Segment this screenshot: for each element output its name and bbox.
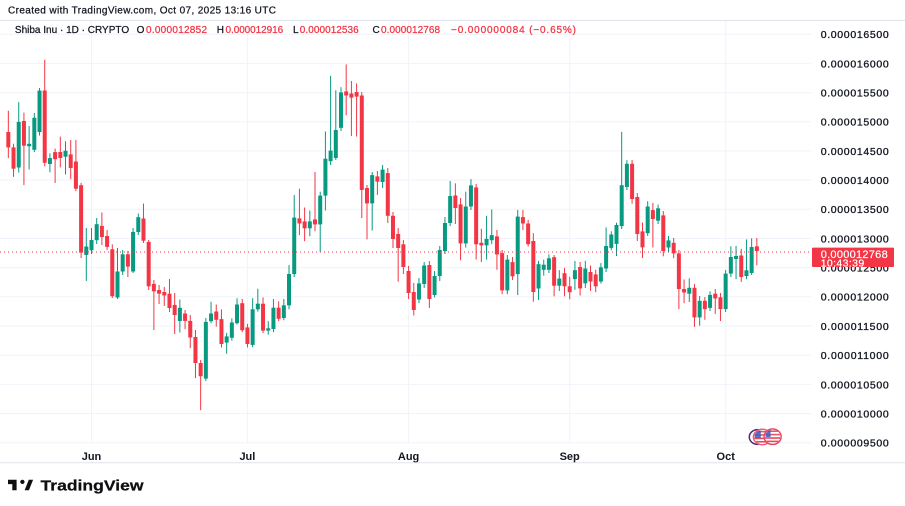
svg-text:0.000014000: 0.000014000 [821, 175, 889, 187]
svg-text:TradingView: TradingView [41, 478, 145, 494]
svg-text:Jun: Jun [82, 451, 102, 463]
svg-text:Oct: Oct [717, 451, 736, 463]
svg-text:0.000013000: 0.000013000 [821, 233, 889, 245]
svg-text:0.000014500: 0.000014500 [821, 146, 889, 158]
svg-text:H: H [217, 25, 224, 36]
svg-text:0.000012768: 0.000012768 [821, 249, 888, 261]
svg-text:Shiba Inu · 1D · CRYPTO: Shiba Inu · 1D · CRYPTO [15, 25, 129, 36]
svg-text:0.000012852: 0.000012852 [146, 25, 207, 36]
svg-text:0.000010000: 0.000010000 [821, 408, 889, 420]
svg-text:O: O [137, 25, 145, 36]
svg-text:L: L [293, 25, 299, 36]
svg-text:Aug: Aug [398, 451, 419, 463]
svg-text:10:43:39: 10:43:39 [821, 257, 865, 269]
svg-text:0.000012916: 0.000012916 [226, 25, 284, 36]
svg-text:0.000012536: 0.000012536 [300, 25, 359, 36]
svg-text:0.000011500: 0.000011500 [821, 321, 889, 333]
svg-text:0.000015500: 0.000015500 [821, 88, 889, 100]
svg-text:C: C [373, 25, 380, 36]
svg-text:0.000012768: 0.000012768 [381, 25, 440, 36]
svg-text:0.000015000: 0.000015000 [821, 117, 889, 129]
svg-text:0.000012000: 0.000012000 [821, 292, 889, 304]
svg-text:0.000013500: 0.000013500 [821, 204, 889, 216]
svg-text:0.000016500: 0.000016500 [821, 29, 889, 41]
svg-text:0.000010500: 0.000010500 [821, 379, 889, 391]
svg-text:−0.000000084 (−0.65%): −0.000000084 (−0.65%) [451, 25, 576, 36]
svg-text:0.000009500: 0.000009500 [821, 438, 889, 450]
svg-text:Sep: Sep [560, 451, 580, 463]
svg-text:0.000011000: 0.000011000 [821, 350, 889, 362]
svg-text:Jul: Jul [239, 451, 255, 463]
svg-text:Created with TradingView.com,: Created with TradingView.com, Oct 07, 20… [8, 6, 276, 17]
svg-text:0.000016000: 0.000016000 [821, 58, 889, 70]
